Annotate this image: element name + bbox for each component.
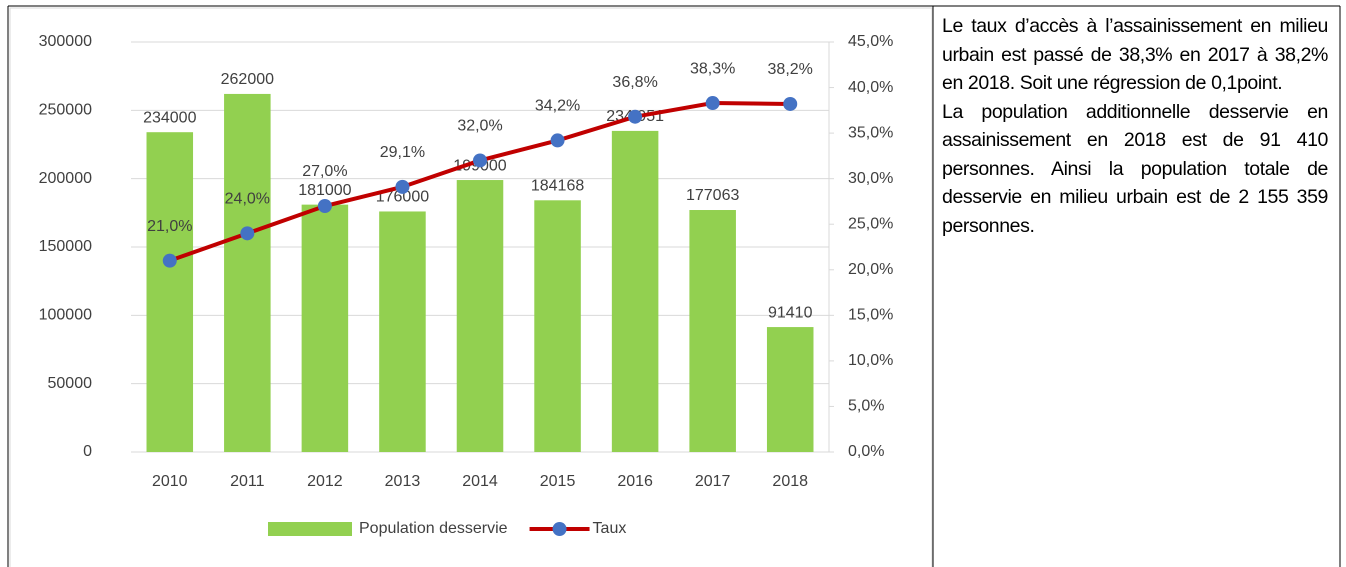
- paragraph: Le taux d’accès à l’assainissement en mi…: [942, 15, 1328, 94]
- legend-label: Taux: [593, 520, 627, 537]
- line-label: 32,0%: [457, 118, 502, 135]
- bar: [689, 210, 736, 452]
- x-tick-label: 2018: [772, 473, 808, 490]
- y2-tick-label: 5,0%: [848, 398, 884, 415]
- bar-label: 176000: [376, 189, 429, 206]
- bar-label: 177063: [686, 187, 739, 204]
- legend-label: Population desservie: [359, 520, 508, 537]
- bar: [224, 93, 271, 452]
- line-marker: [550, 133, 565, 148]
- y-tick-label: 0: [83, 443, 92, 460]
- bar: [766, 327, 814, 452]
- line-marker: [162, 253, 177, 268]
- bar-label: 184168: [531, 178, 584, 195]
- legend-swatch: [268, 522, 352, 536]
- x-tick-label: 2015: [540, 473, 576, 490]
- x-tick-label: 2016: [617, 473, 653, 490]
- x-tick-label: 2014: [462, 473, 498, 490]
- bar-label: 262000: [221, 71, 274, 88]
- bar: [301, 204, 349, 452]
- line-marker: [783, 96, 798, 111]
- y2-tick-label: 25,0%: [848, 215, 893, 232]
- y-tick-label: 50000: [48, 375, 93, 392]
- y2-tick-label: 20,0%: [848, 261, 893, 278]
- line-marker: [395, 179, 410, 194]
- y2-tick-label: 15,0%: [848, 307, 893, 324]
- y2-tick-label: 35,0%: [848, 124, 893, 141]
- paragraph: La population additionnelle desservie en…: [942, 100, 1328, 237]
- line-marker: [473, 153, 487, 168]
- x-tick-label: 2017: [695, 473, 731, 490]
- line-label: 21,0%: [147, 218, 192, 235]
- bar: [379, 211, 426, 452]
- line-label: 24,0%: [225, 191, 270, 208]
- bar-label: 91410: [768, 304, 813, 321]
- y-tick-label: 250000: [39, 102, 92, 119]
- x-tick-label: 2012: [307, 473, 343, 490]
- line-label: 29,1%: [380, 144, 425, 161]
- line-label: 27,0%: [302, 163, 347, 180]
- chart-frame: [9, 7, 933, 567]
- y2-tick-label: 40,0%: [848, 79, 893, 96]
- x-tick-label: 2013: [385, 473, 421, 490]
- line-label: 36,8%: [612, 74, 657, 91]
- line-marker: [628, 109, 643, 124]
- y2-tick-label: 0,0%: [848, 443, 884, 460]
- text-cell: Le taux d’accès à l’assainissement en mi…: [942, 12, 1328, 240]
- y-tick-label: 200000: [39, 170, 92, 187]
- line-marker: [705, 96, 720, 111]
- bar: [534, 200, 581, 452]
- line-marker: [317, 199, 332, 213]
- y2-tick-label: 45,0%: [848, 33, 893, 50]
- y-tick-label: 150000: [39, 238, 92, 255]
- y2-tick-label: 30,0%: [848, 170, 893, 187]
- bar-label: 234000: [143, 109, 196, 126]
- line-marker: [240, 226, 255, 241]
- legend-marker: [552, 522, 567, 536]
- line-label: 38,2%: [768, 61, 813, 78]
- bar-label: 181000: [298, 182, 351, 199]
- y-tick-label: 100000: [39, 307, 92, 324]
- line-label: 34,2%: [535, 98, 580, 115]
- y2-tick-label: 10,0%: [848, 352, 893, 369]
- y-tick-label: 300000: [39, 33, 92, 50]
- x-tick-label: 2011: [230, 473, 265, 490]
- line-label: 38,3%: [690, 60, 735, 77]
- bar: [456, 180, 504, 453]
- bar: [611, 130, 659, 452]
- bar: [146, 132, 194, 452]
- x-tick-label: 2010: [152, 473, 188, 490]
